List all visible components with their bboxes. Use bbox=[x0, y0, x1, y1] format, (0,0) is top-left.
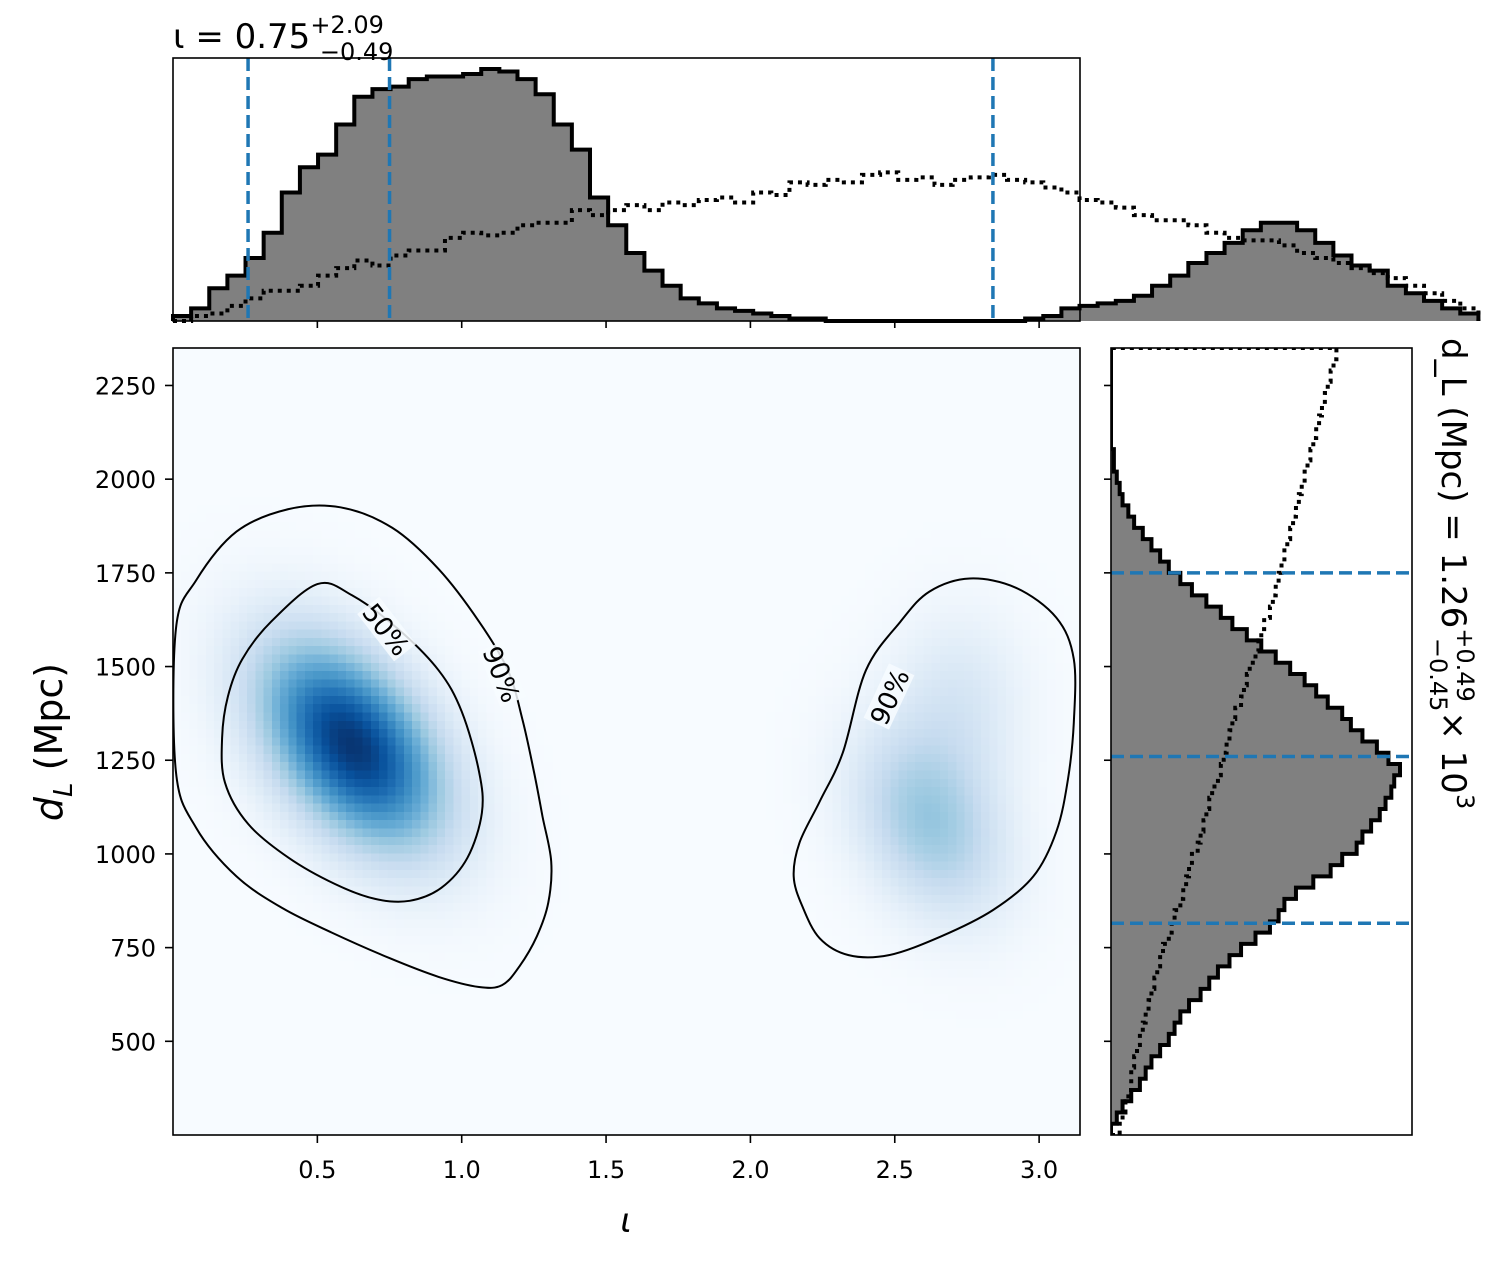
contour-label-bg-2 bbox=[863, 663, 915, 730]
x-tick-label-2: 1.5 bbox=[587, 1156, 625, 1184]
x-tick-label-1: 1.0 bbox=[443, 1156, 481, 1184]
main-panel-frame bbox=[172, 347, 1081, 1136]
right-posterior-histogram-outline bbox=[1111, 348, 1402, 1135]
x-tick-label-0: 0.5 bbox=[298, 1156, 336, 1184]
credible-contours bbox=[173, 504, 1077, 989]
right-interval-lines bbox=[1111, 571, 1412, 926]
density-heatmap bbox=[173, 348, 1080, 1135]
right-histogram-content bbox=[1111, 348, 1402, 1135]
top-histogram-frame bbox=[172, 57, 1081, 322]
right-histogram-panel: d_L (Mpc) = 1.26+0.49−0.45× 103 bbox=[1104, 338, 1479, 1136]
top-histogram-title: ι = 0.75+2.09 −0.49 bbox=[173, 11, 393, 66]
posterior-histogram-fill bbox=[173, 69, 1479, 321]
y-tick-label-4: 1500 bbox=[95, 654, 156, 682]
x-tick-label-3: 2.0 bbox=[731, 1156, 769, 1184]
y-tick-label-7: 2250 bbox=[95, 372, 156, 400]
top-histogram-content bbox=[171, 58, 1481, 323]
contour-label-bg-0 bbox=[357, 596, 417, 662]
contour-50pct-0 bbox=[220, 581, 484, 903]
main-y-ticks: 500 750 1000 1250 1500 1750 2000 2250 bbox=[95, 372, 173, 1056]
contour-90pct-1 bbox=[173, 504, 553, 989]
top-histogram-ticks bbox=[316, 321, 1040, 328]
main-x-ticks: 0.5 1.0 1.5 2.0 2.5 3.0 bbox=[298, 1135, 1058, 1184]
x-tick-label-5: 3.0 bbox=[1020, 1156, 1058, 1184]
contour-label-bg-1 bbox=[477, 640, 527, 708]
right-histogram-ticks bbox=[1104, 384, 1111, 1043]
main-density-panel: 50%90% 90% 0.5 1.0 1.5 2.0 2.5 3.0 50075010001… bbox=[27, 347, 1081, 1241]
right-prior-histogram-line bbox=[1111, 348, 1339, 1135]
y-tick-label-5: 1750 bbox=[95, 560, 156, 588]
posterior-histogram-outline bbox=[171, 67, 1481, 323]
y-tick-label-2: 1000 bbox=[95, 841, 156, 869]
x-axis-label: ι bbox=[620, 1201, 632, 1241]
y-tick-label-3: 1250 bbox=[95, 747, 156, 775]
y-tick-label-6: 2000 bbox=[95, 466, 156, 494]
y-axis-label: dL (Mpc) bbox=[27, 663, 79, 821]
y-tick-label-1: 750 bbox=[110, 935, 156, 963]
right-histogram-frame bbox=[1110, 347, 1413, 1136]
right-histogram-title: d_L (Mpc) = 1.26+0.49−0.45× 103 bbox=[1424, 338, 1479, 809]
x-tick-label-4: 2.5 bbox=[876, 1156, 914, 1184]
y-tick-label-0: 500 bbox=[110, 1028, 156, 1056]
top-histogram-panel: ι = 0.75+2.09 −0.49 bbox=[171, 11, 1481, 328]
contour-90pct-2 bbox=[792, 577, 1077, 959]
right-posterior-histogram-fill bbox=[1111, 348, 1400, 1135]
